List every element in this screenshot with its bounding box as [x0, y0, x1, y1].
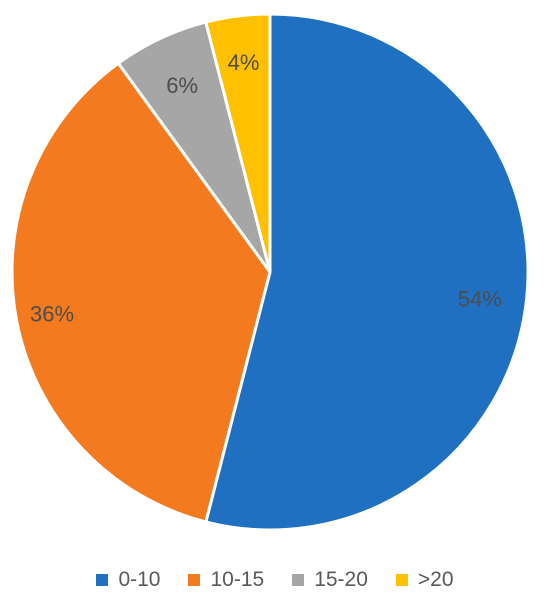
pie-label-0-10: 54% [458, 287, 502, 312]
chart-legend: 0-10 10-15 15-20 >20 [0, 562, 550, 598]
legend-label-15-20: 15-20 [314, 568, 368, 591]
legend-label-gt-20: >20 [417, 568, 454, 591]
pie-slice-0-10 [204, 12, 530, 532]
pie-slice-gt-20 [204, 12, 272, 274]
legend-item-0-10: 0-10 [96, 568, 160, 592]
pie-slice-labels: 54% 36% 6% 4% [30, 50, 502, 326]
pie-slice-10-15 [10, 61, 272, 524]
legend-swatch-15-20 [292, 574, 305, 586]
legend-swatch-10-15 [188, 574, 201, 586]
legend-swatch-gt-20 [395, 574, 408, 586]
legend-item-10-15: 10-15 [188, 568, 264, 592]
legend-item-gt-20: >20 [395, 568, 454, 592]
legend-item-15-20: 15-20 [292, 568, 368, 592]
legend-label-10-15: 10-15 [210, 568, 265, 591]
legend-swatch-0-10 [96, 574, 109, 586]
pie-label-10-15: 36% [30, 302, 74, 327]
pie-chart: 54% 36% 6% 4% [10, 12, 530, 532]
pie-label-15-20: 6% [166, 73, 198, 98]
legend-label-0-10: 0-10 [118, 568, 161, 591]
pie-label-gt-20: 4% [228, 50, 260, 75]
pie-slices [10, 12, 530, 532]
